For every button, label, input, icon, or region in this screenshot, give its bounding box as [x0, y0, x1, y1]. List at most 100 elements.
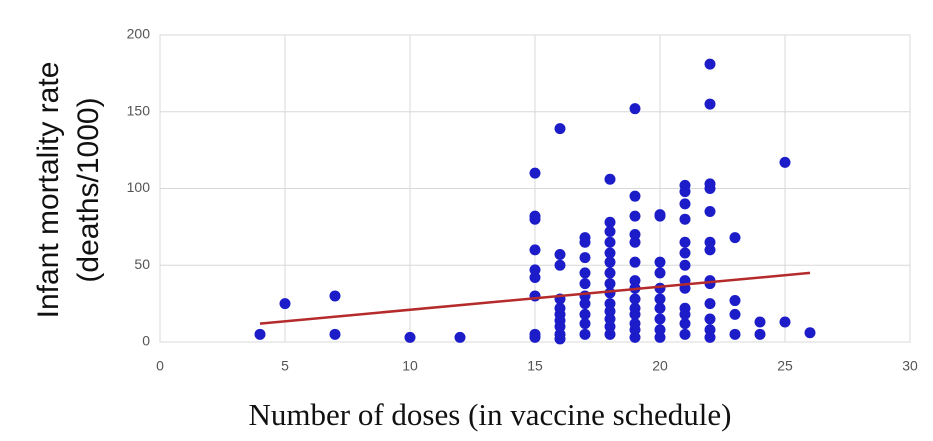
point: [404, 331, 416, 343]
point: [579, 298, 591, 310]
y-axis-title: Infant mortality rate (deaths/1000): [32, 62, 105, 319]
point: [579, 308, 591, 320]
point: [554, 259, 566, 271]
point: [629, 256, 641, 268]
point: [604, 256, 616, 268]
point: [704, 236, 716, 248]
point: [529, 272, 541, 284]
point: [579, 318, 591, 330]
point: [679, 328, 691, 340]
y-tick-label: 50: [134, 256, 150, 272]
point: [704, 244, 716, 256]
point: [654, 293, 666, 305]
point: [604, 321, 616, 333]
point: [629, 210, 641, 222]
x-tick-label: 10: [402, 358, 418, 374]
y-tick-label: 150: [127, 102, 151, 118]
x-tick-label: 15: [527, 358, 543, 374]
y-axis-title-line: (deaths/1000): [72, 97, 105, 282]
point: [579, 252, 591, 264]
point: [654, 210, 666, 222]
point: [679, 318, 691, 330]
point: [254, 328, 266, 340]
point: [529, 264, 541, 276]
point: [654, 324, 666, 336]
point: [729, 232, 741, 244]
point: [679, 198, 691, 210]
point: [804, 327, 816, 339]
x-tick-label: 0: [156, 358, 164, 374]
point: [654, 313, 666, 325]
point: [629, 324, 641, 336]
point: [579, 328, 591, 340]
point: [779, 316, 791, 328]
point: [529, 331, 541, 343]
point: [554, 123, 566, 135]
point: [579, 236, 591, 248]
point: [529, 244, 541, 256]
point: [629, 236, 641, 248]
point: [704, 183, 716, 194]
point: [629, 308, 641, 320]
y-tick-label: 200: [127, 26, 151, 42]
point: [704, 331, 716, 343]
point: [654, 256, 666, 268]
x-tick-label: 30: [902, 358, 918, 374]
point: [604, 247, 616, 259]
point: [704, 324, 716, 336]
point: [604, 236, 616, 248]
x-tick-label: 25: [777, 358, 793, 374]
x-tick-label: 20: [652, 358, 668, 374]
point: [579, 278, 591, 290]
point: [629, 293, 641, 305]
point: [679, 259, 691, 271]
point: [629, 190, 641, 202]
point: [604, 298, 616, 310]
trend-line: [259, 271, 811, 325]
point: [604, 216, 616, 228]
point: [729, 328, 741, 340]
point: [629, 331, 641, 343]
point: [604, 313, 616, 325]
point: [754, 328, 766, 340]
point: [629, 275, 641, 287]
point: [629, 229, 641, 241]
point: [604, 305, 616, 317]
point: [604, 328, 616, 340]
point: [679, 186, 691, 198]
point: [729, 308, 741, 320]
x-tick-label: 5: [281, 358, 289, 374]
point: [554, 249, 566, 261]
point: [779, 156, 791, 168]
point: [704, 206, 716, 218]
point: [529, 213, 541, 225]
point: [579, 267, 591, 279]
x-axis-title: Number of doses (in vaccine schedule): [249, 397, 732, 432]
point: [704, 98, 716, 110]
point: [279, 298, 291, 310]
point: [554, 333, 566, 345]
point: [679, 247, 691, 259]
point: [604, 173, 616, 185]
point: [654, 267, 666, 279]
point: [454, 331, 466, 343]
point: [529, 167, 541, 179]
y-tick-label: 100: [127, 179, 151, 195]
point: [604, 278, 616, 290]
y-tick-label: 0: [142, 333, 150, 349]
point: [629, 103, 641, 115]
point: [604, 267, 616, 279]
point: [679, 213, 691, 225]
point: [754, 316, 766, 328]
point: [679, 308, 691, 320]
y-axis-title-line: Infant mortality rate: [32, 62, 65, 319]
point: [554, 321, 566, 333]
point: [604, 225, 616, 237]
point: [329, 328, 341, 340]
point: [704, 313, 716, 325]
point: [704, 58, 716, 70]
point: [654, 331, 666, 343]
point: [654, 302, 666, 314]
point: [329, 290, 341, 302]
